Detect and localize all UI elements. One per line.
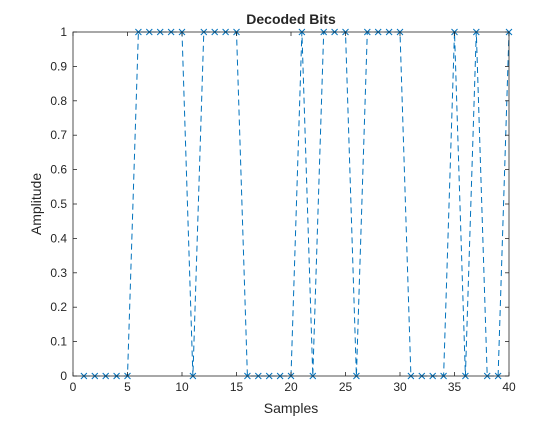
x-tick-label: 15 (230, 380, 244, 394)
plot-area (73, 32, 509, 376)
x-tick-label: 20 (284, 380, 298, 394)
chart-title: Decoded Bits (246, 11, 336, 27)
y-tick-label: 0.8 (50, 94, 67, 108)
x-tick-label: 25 (339, 380, 353, 394)
axes-layer: 0 5 10 15 20 25 30 35 40 0 0.1 0.2 0.3 0.4 0.5 0.6 0.7 0.… (50, 25, 516, 394)
y-axis-label: Amplitude (28, 173, 44, 235)
x-tick-label: 5 (124, 380, 131, 394)
x-tick-label: 40 (502, 380, 516, 394)
x-tick-label: 35 (448, 380, 462, 394)
y-tick-label: 0.5 (50, 197, 67, 211)
y-tick-label: 1 (60, 25, 67, 39)
y-tick-label: 0.9 (50, 59, 67, 73)
y-tick-label: 0.6 (50, 163, 67, 177)
x-axis-label: Samples (264, 400, 318, 416)
y-tick-label: 0.4 (50, 231, 67, 245)
x-tick-label: 0 (70, 380, 77, 394)
y-tick-label: 0 (60, 369, 67, 383)
x-tick-label: 10 (175, 380, 189, 394)
y-tick-label: 0.1 (50, 335, 67, 349)
y-tick-label: 0.2 (50, 300, 67, 314)
y-tick-label: 0.7 (50, 128, 67, 142)
y-tick-label: 0.3 (50, 266, 67, 280)
x-tick-label: 30 (393, 380, 407, 394)
